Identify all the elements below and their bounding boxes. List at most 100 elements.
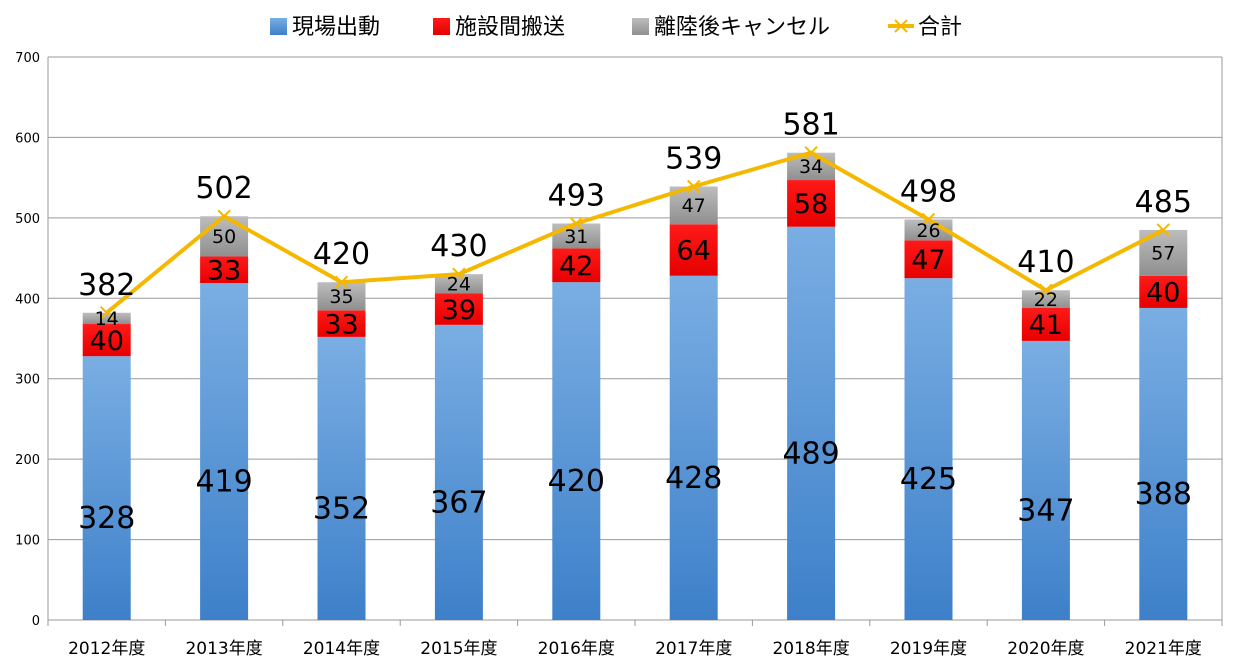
bar-segment-field-dispatch [787, 226, 836, 620]
bar-segment-field-dispatch [904, 278, 953, 620]
data-label: 40 [1146, 278, 1180, 309]
legend-swatch [632, 18, 649, 35]
line-layer [99, 146, 1171, 320]
bar-segment-cancel [317, 282, 366, 311]
legend-swatch [433, 18, 450, 35]
legend-label: 合計 [918, 15, 962, 40]
total-data-label: 430 [430, 229, 487, 264]
legend-item-total: 合計 [888, 15, 962, 40]
data-label: 34 [799, 156, 823, 178]
total-point-marker [569, 216, 584, 231]
total-data-label: 410 [1017, 245, 1074, 280]
y-tick-label: 300 [15, 373, 40, 388]
x-tick-label: 2015年度 [420, 639, 497, 659]
bar-segment-field-dispatch [669, 275, 718, 620]
bar-segment-interfacility [904, 240, 953, 279]
data-label: 35 [329, 286, 353, 308]
legend: 現場出動 施設間搬送 離陸後キャンセル 合計 [270, 15, 962, 40]
data-label: 50 [212, 226, 236, 248]
total-point-marker [334, 275, 349, 289]
total-point-marker [1156, 223, 1171, 237]
legend-swatch [270, 18, 287, 35]
y-tick-label: 600 [15, 131, 40, 146]
data-label: 352 [313, 491, 370, 526]
total-point-marker [921, 212, 936, 227]
total-point-marker [452, 267, 466, 281]
data-label: 31 [564, 226, 588, 248]
bar-segment-interfacility [552, 248, 601, 283]
total-data-label: 502 [195, 171, 252, 206]
data-label: 47 [911, 245, 945, 276]
total-point-marker [1039, 283, 1053, 297]
total-point-marker [686, 179, 701, 194]
bar-segment-cancel [1021, 290, 1070, 308]
x-tick-label: 2012年度 [68, 639, 145, 659]
total-point-marker [217, 209, 231, 223]
bar-segment-interfacility [317, 310, 366, 337]
x-tick-label: 2013年度 [185, 639, 262, 659]
data-label: 425 [900, 462, 957, 497]
bar-segment-interfacility [1021, 307, 1070, 341]
legend-item-interfacility: 施設間搬送 [433, 15, 565, 40]
data-label: 428 [665, 461, 722, 496]
total-data-label: 493 [548, 178, 605, 213]
bar-segment-interfacility [787, 180, 836, 227]
data-label: 388 [1135, 477, 1192, 512]
total-data-label: 498 [900, 174, 957, 209]
bar-segment-cancel [434, 274, 483, 294]
x-tick-label: 2017年度 [655, 639, 732, 659]
bar-segment-interfacility [200, 256, 249, 284]
x-tick-label: 2018年度 [772, 639, 849, 659]
bar-segment-field-dispatch [82, 356, 131, 620]
data-label: 33 [324, 309, 358, 340]
data-label: 420 [548, 464, 605, 499]
bar-segment-field-dispatch [1021, 340, 1070, 620]
data-label: 39 [442, 295, 476, 326]
y-tick-label: 700 [15, 51, 40, 66]
data-label: 64 [677, 236, 711, 267]
bar-segment-interfacility [1139, 275, 1188, 308]
total-point-marker [804, 146, 818, 160]
legend-label: 離陸後キャンセル [654, 15, 830, 40]
total-data-label: 539 [665, 141, 722, 176]
bar-segment-field-dispatch [200, 283, 249, 620]
x-tick-label: 2020年度 [1007, 639, 1084, 659]
total-data-label: 382 [78, 268, 135, 303]
y-tick-label: 500 [15, 212, 40, 227]
data-label: 347 [1017, 493, 1074, 528]
y-tick-label: 200 [15, 453, 40, 468]
data-label: 367 [430, 485, 487, 520]
data-label: 47 [682, 195, 706, 217]
x-tick-label: 2016年度 [538, 639, 615, 659]
bar-segment-interfacility [434, 293, 483, 325]
data-label: 22 [1034, 289, 1058, 311]
data-label: 57 [1151, 243, 1175, 265]
legend-item-field-dispatch: 現場出動 [270, 15, 380, 40]
legend-item-cancel: 離陸後キャンセル [632, 15, 830, 40]
x-tick-label: 2014年度 [303, 639, 380, 659]
data-label: 33 [207, 255, 241, 286]
data-label: 419 [195, 465, 252, 500]
data-label: 58 [794, 189, 828, 220]
data-label: 42 [559, 251, 593, 282]
data-label: 489 [782, 436, 839, 471]
x-tick-label: 2019年度 [890, 639, 967, 659]
data-label: 26 [916, 220, 940, 242]
y-tick-label: 100 [15, 534, 40, 549]
y-tick-label: 0 [32, 614, 40, 629]
bar-segment-interfacility [669, 224, 718, 276]
total-point-marker [99, 306, 114, 320]
bar-segment-cancel [552, 223, 601, 249]
bar-segment-field-dispatch [552, 282, 601, 620]
data-label: 328 [78, 501, 135, 536]
legend-label: 現場出動 [292, 15, 380, 40]
bars-layer [82, 152, 1188, 620]
data-label: 41 [1029, 310, 1063, 341]
legend-label: 施設間搬送 [455, 15, 565, 40]
total-data-label: 420 [313, 237, 370, 272]
x-tick-label: 2021年度 [1125, 639, 1202, 659]
data-label: 40 [90, 326, 124, 357]
bar-segment-field-dispatch [434, 324, 483, 620]
